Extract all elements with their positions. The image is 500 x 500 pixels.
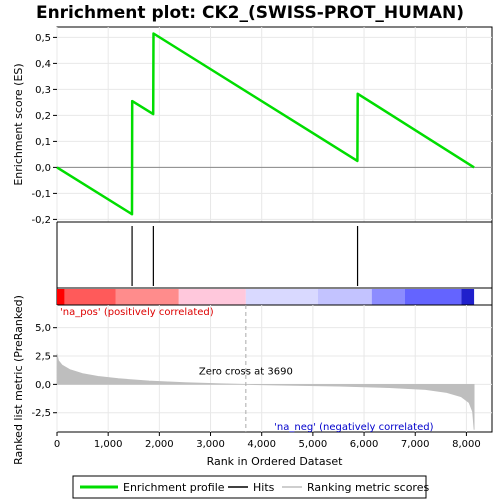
- x-tick-label: 4,000: [247, 439, 276, 450]
- heatbar-segment: [461, 289, 475, 305]
- zero-cross-label: Zero cross at 3690: [199, 366, 293, 377]
- top-y-tick-label: 0,1: [35, 137, 51, 148]
- enrichment-profile-layer: [56, 32, 475, 216]
- enrichment-profile-line: [56, 32, 475, 216]
- x-tick-label: 1,000: [94, 439, 123, 450]
- ranking-metric-area: [56, 353, 475, 430]
- top-y-tick-label: -0,2: [31, 215, 51, 226]
- rank-heatbar: [57, 289, 475, 305]
- top-y-tick-label: -0,1: [31, 189, 51, 200]
- heatbar-segment: [318, 289, 372, 305]
- x-axis-ticks: 0 1,000 2,000 3,000 4,000 5,000 6,000 7,000 8,00…: [54, 432, 481, 450]
- top-panel-y-ticks: -0,2 -0,1 0,0 0,1 0,2 0,3 0,4 0,5: [31, 33, 57, 226]
- top-y-tick-label: 0,2: [35, 111, 51, 122]
- legend-profile-label: Enrichment profile: [123, 481, 225, 494]
- bottom-y-axis-label: Ranked list metric (PreRanked): [12, 295, 25, 465]
- x-tick-label: 7,000: [401, 439, 430, 450]
- chart-title: Enrichment plot: CK2_(SWISS-PROT_HUMAN): [36, 3, 464, 23]
- negative-correlation-label: 'na_neg' (negatively correlated): [274, 422, 433, 433]
- bottom-y-tick-label: 0,0: [35, 380, 51, 391]
- heatbar-segment: [115, 289, 179, 305]
- x-tick-label: 2,000: [145, 439, 174, 450]
- top-y-tick-label: 0,4: [35, 59, 51, 70]
- top-y-axis-label: Enrichment score (ES): [12, 63, 25, 185]
- heatbar-segment: [178, 289, 246, 305]
- bottom-panel-y-ticks: -2,5 0,0 2,5 5,0: [31, 323, 57, 419]
- legend-metric-label: Ranking metric scores: [307, 481, 429, 494]
- top-y-tick-label: 0,0: [35, 163, 51, 174]
- legend-box: [72, 475, 427, 499]
- bottom-y-tick-label: 5,0: [35, 323, 51, 334]
- bottom-y-tick-label: 2,5: [35, 352, 51, 363]
- x-tick-label: 5,000: [299, 439, 328, 450]
- ranking-metric-layer: [56, 305, 475, 432]
- heatbar-segment: [405, 289, 462, 305]
- top-panel-grid: [56, 27, 492, 222]
- top-y-tick-label: 0,5: [35, 33, 51, 44]
- x-axis-label: Rank in Ordered Dataset: [207, 455, 344, 468]
- heatbar-segment: [64, 289, 116, 305]
- legend: Enrichment profile Hits Ranking metric s…: [72, 475, 429, 499]
- x-tick-label: 0: [54, 439, 60, 450]
- legend-hits-label: Hits: [253, 481, 275, 494]
- x-tick-label: 6,000: [350, 439, 379, 450]
- top-y-tick-label: 0,3: [35, 85, 51, 96]
- heatbar-segment: [57, 289, 65, 305]
- hits-layer: [131, 226, 359, 286]
- heatbar-segment: [371, 289, 405, 305]
- x-tick-label: 8,000: [452, 439, 481, 450]
- x-tick-label: 3,000: [196, 439, 225, 450]
- heatbar-segment: [245, 289, 318, 305]
- positive-correlation-label: 'na_pos' (positively correlated): [60, 307, 214, 318]
- bottom-y-tick-label: -2,5: [31, 408, 51, 419]
